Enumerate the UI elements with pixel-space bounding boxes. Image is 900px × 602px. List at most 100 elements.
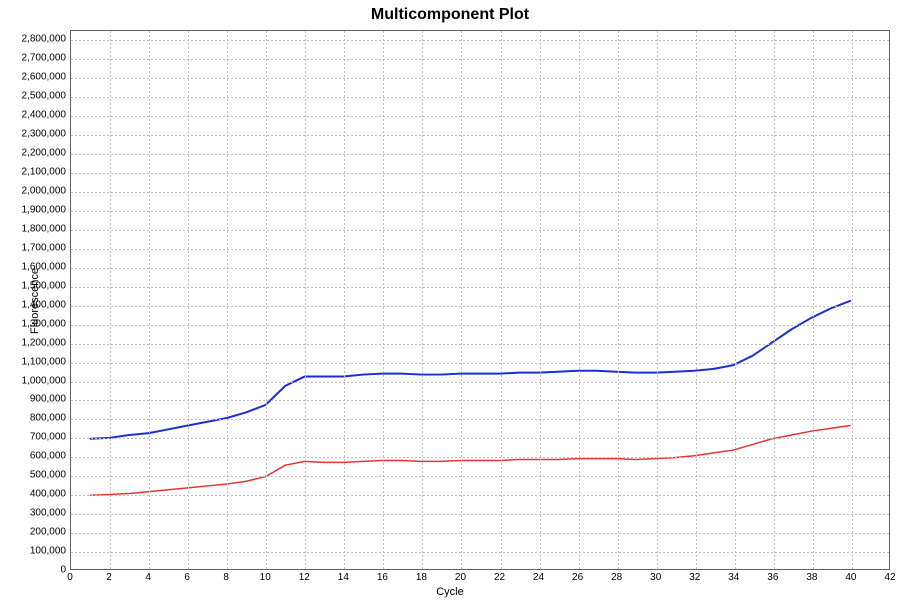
x-tick-label: 8 — [223, 572, 229, 583]
x-tick-label: 2 — [106, 572, 112, 583]
x-tick-label: 28 — [611, 572, 622, 583]
y-tick-label: 100,000 — [6, 546, 66, 557]
multicomponent-chart: Multicomponent Plot Fluorescence Cycle 0… — [0, 0, 900, 602]
y-tick-label: 900,000 — [6, 394, 66, 405]
gridline-v — [696, 31, 697, 569]
x-tick-label: 42 — [884, 572, 895, 583]
gridline-h — [71, 154, 889, 155]
gridline-h — [71, 116, 889, 117]
gridline-v — [735, 31, 736, 569]
series-blue — [90, 301, 850, 439]
gridline-h — [71, 97, 889, 98]
y-tick-label: 1,400,000 — [6, 299, 66, 310]
x-tick-label: 10 — [260, 572, 271, 583]
gridline-h — [71, 514, 889, 515]
y-tick-label: 2,300,000 — [6, 129, 66, 140]
x-tick-label: 40 — [845, 572, 856, 583]
gridline-v — [344, 31, 345, 569]
gridline-v — [383, 31, 384, 569]
gridline-v — [501, 31, 502, 569]
x-axis-label: Cycle — [0, 586, 900, 598]
x-tick-label: 34 — [728, 572, 739, 583]
y-tick-label: 500,000 — [6, 470, 66, 481]
gridline-v — [813, 31, 814, 569]
gridline-h — [71, 325, 889, 326]
gridline-v — [852, 31, 853, 569]
y-tick-label: 1,700,000 — [6, 242, 66, 253]
gridline-h — [71, 363, 889, 364]
gridline-h — [71, 59, 889, 60]
x-tick-label: 14 — [338, 572, 349, 583]
gridline-h — [71, 249, 889, 250]
y-tick-label: 800,000 — [6, 413, 66, 424]
y-tick-label: 300,000 — [6, 508, 66, 519]
gridline-h — [71, 400, 889, 401]
gridline-v — [461, 31, 462, 569]
gridline-h — [71, 552, 889, 553]
gridline-h — [71, 192, 889, 193]
gridline-h — [71, 230, 889, 231]
y-tick-label: 2,800,000 — [6, 34, 66, 45]
gridline-v — [305, 31, 306, 569]
y-tick-label: 2,500,000 — [6, 91, 66, 102]
y-tick-label: 2,600,000 — [6, 72, 66, 83]
y-tick-label: 1,900,000 — [6, 205, 66, 216]
gridline-v — [266, 31, 267, 569]
gridline-h — [71, 382, 889, 383]
gridline-v — [188, 31, 189, 569]
gridline-h — [71, 476, 889, 477]
gridline-h — [71, 135, 889, 136]
gridline-h — [71, 419, 889, 420]
y-tick-label: 1,200,000 — [6, 337, 66, 348]
gridline-v — [540, 31, 541, 569]
gridline-v — [422, 31, 423, 569]
gridline-h — [71, 268, 889, 269]
gridline-v — [110, 31, 111, 569]
y-tick-label: 1,000,000 — [6, 375, 66, 386]
y-tick-label: 2,400,000 — [6, 110, 66, 121]
y-tick-label: 1,800,000 — [6, 223, 66, 234]
x-tick-label: 36 — [767, 572, 778, 583]
plot-area — [70, 30, 890, 570]
x-tick-label: 6 — [184, 572, 190, 583]
x-tick-label: 30 — [650, 572, 661, 583]
x-tick-label: 12 — [299, 572, 310, 583]
gridline-h — [71, 211, 889, 212]
x-tick-label: 18 — [416, 572, 427, 583]
y-tick-label: 2,700,000 — [6, 53, 66, 64]
x-tick-label: 20 — [455, 572, 466, 583]
x-tick-label: 22 — [494, 572, 505, 583]
chart-title: Multicomponent Plot — [0, 6, 900, 24]
x-tick-label: 24 — [533, 572, 544, 583]
x-tick-label: 4 — [145, 572, 151, 583]
series-layer — [71, 31, 889, 569]
x-tick-label: 0 — [67, 572, 73, 583]
gridline-h — [71, 495, 889, 496]
x-tick-label: 32 — [689, 572, 700, 583]
gridline-h — [71, 306, 889, 307]
x-tick-label: 26 — [572, 572, 583, 583]
y-tick-label: 700,000 — [6, 432, 66, 443]
gridline-v — [227, 31, 228, 569]
gridline-v — [579, 31, 580, 569]
gridline-h — [71, 457, 889, 458]
x-tick-label: 16 — [377, 572, 388, 583]
series-red — [90, 426, 850, 496]
y-tick-label: 200,000 — [6, 527, 66, 538]
y-tick-label: 600,000 — [6, 451, 66, 462]
y-tick-label: 1,500,000 — [6, 280, 66, 291]
y-tick-label: 2,200,000 — [6, 148, 66, 159]
y-tick-label: 0 — [6, 565, 66, 576]
gridline-h — [71, 173, 889, 174]
y-tick-label: 1,600,000 — [6, 261, 66, 272]
gridline-v — [618, 31, 619, 569]
y-tick-label: 400,000 — [6, 489, 66, 500]
x-tick-label: 38 — [806, 572, 817, 583]
gridline-h — [71, 287, 889, 288]
gridline-h — [71, 344, 889, 345]
gridline-v — [657, 31, 658, 569]
gridline-v — [774, 31, 775, 569]
gridline-v — [149, 31, 150, 569]
gridline-h — [71, 40, 889, 41]
y-tick-label: 2,100,000 — [6, 167, 66, 178]
